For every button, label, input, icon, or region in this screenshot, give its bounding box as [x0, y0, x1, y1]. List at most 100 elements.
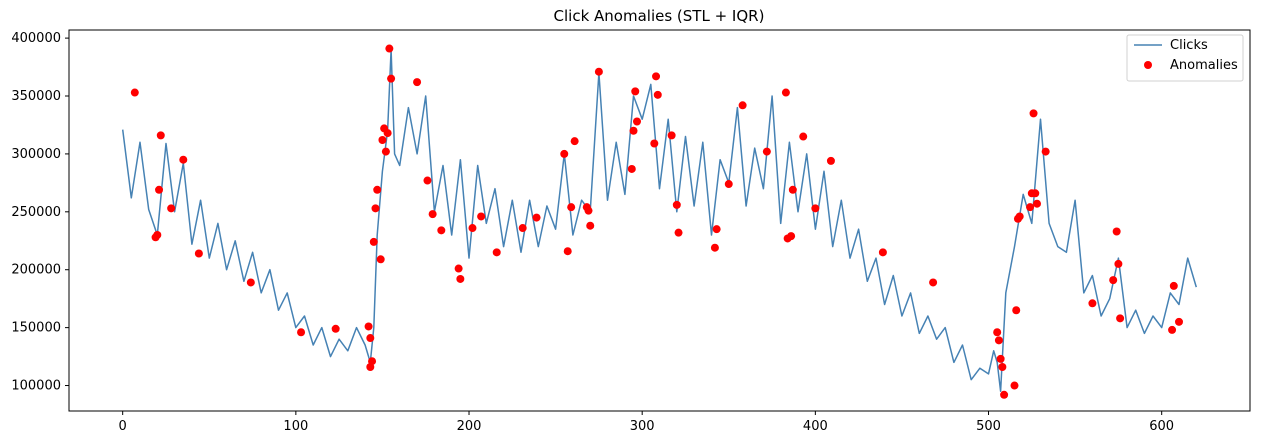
- y-tick-label: 200000: [11, 263, 61, 278]
- anomaly-point: [297, 328, 306, 337]
- anomaly-point: [994, 336, 1003, 345]
- legend-anomalies-swatch: [1144, 61, 1152, 69]
- y-tick-label: 150000: [11, 321, 61, 336]
- anomaly-point: [153, 230, 162, 239]
- x-tick-label: 200: [457, 419, 482, 434]
- anomaly-point: [594, 67, 603, 76]
- anomaly-point: [1031, 189, 1040, 198]
- clicks-series-line: [121, 48, 1198, 393]
- anomaly-point: [477, 212, 486, 221]
- y-tick-label: 300000: [11, 147, 61, 162]
- anomaly-point: [383, 129, 392, 138]
- anomaly-point: [563, 247, 572, 256]
- anomaly-point: [781, 88, 790, 97]
- anomaly-point: [179, 155, 188, 164]
- anomaly-point: [378, 136, 387, 145]
- anomaly-point: [1114, 259, 1123, 268]
- anomaly-point: [998, 362, 1007, 371]
- anomaly-point: [570, 137, 579, 146]
- anomaly-point: [567, 203, 576, 212]
- anomaly-point: [373, 185, 382, 194]
- y-tick-label: 350000: [11, 89, 61, 104]
- legend: Clicks Anomalies: [1126, 34, 1244, 82]
- anomaly-point: [1041, 147, 1050, 156]
- anomaly-points: [130, 44, 1184, 399]
- anomaly-point: [1168, 325, 1177, 334]
- y-tick-label: 250000: [11, 205, 61, 220]
- x-tick-label: 600: [1149, 419, 1174, 434]
- anomaly-point: [518, 224, 527, 233]
- y-tick-label: 100000: [11, 379, 61, 394]
- anomaly-point: [532, 213, 541, 222]
- anomaly-point: [667, 131, 676, 140]
- anomaly-point: [413, 78, 422, 87]
- anomaly-point: [629, 126, 638, 135]
- anomaly-point: [627, 164, 636, 173]
- x-tick-label: 100: [283, 419, 308, 434]
- anomaly-point: [799, 132, 808, 141]
- anomaly-point: [631, 87, 640, 96]
- anomaly-point: [738, 101, 747, 110]
- anomaly-point: [1088, 299, 1097, 308]
- anomaly-point: [1109, 276, 1118, 285]
- anomaly-point: [194, 249, 203, 258]
- anomaly-point: [560, 149, 569, 158]
- x-tick-label: 400: [803, 419, 828, 434]
- anomaly-point: [428, 210, 437, 219]
- anomaly-point: [672, 200, 681, 209]
- anomaly-point: [1012, 306, 1021, 315]
- y-tick-label: 400000: [11, 31, 61, 46]
- anomaly-point: [423, 176, 432, 185]
- anomaly-point: [1000, 390, 1009, 399]
- anomaly-point: [387, 74, 396, 83]
- anomaly-point: [762, 147, 771, 156]
- anomaly-point: [652, 72, 661, 81]
- anomaly-point: [788, 185, 797, 194]
- x-tick-label: 0: [119, 419, 127, 434]
- anomaly-point: [996, 354, 1005, 363]
- anomaly-point: [492, 248, 501, 257]
- anomaly-point: [586, 221, 595, 230]
- anomaly-point: [674, 228, 683, 237]
- x-tick-label: 500: [976, 419, 1001, 434]
- anomaly-point: [787, 232, 796, 241]
- anomaly-point: [724, 180, 733, 189]
- anomaly-point: [364, 322, 373, 331]
- anomaly-point: [381, 147, 390, 156]
- anomaly-point: [454, 264, 463, 273]
- x-tick-label: 300: [630, 419, 655, 434]
- anomaly-point: [929, 278, 938, 287]
- anomaly-point: [1010, 381, 1019, 390]
- x-axis: 0 100 200 300 400 500 600: [119, 411, 1174, 434]
- anomaly-point: [130, 88, 139, 97]
- anomaly-point: [712, 225, 721, 234]
- anomaly-point: [1015, 212, 1024, 221]
- anomaly-point: [155, 185, 164, 194]
- anomaly-point: [167, 204, 176, 213]
- anomaly-point: [650, 139, 659, 148]
- anomaly-point: [1112, 227, 1121, 236]
- anomaly-point: [376, 255, 385, 264]
- anomaly-point: [368, 357, 377, 366]
- anomaly-point: [878, 248, 887, 257]
- anomaly-point: [369, 237, 378, 246]
- chart-title: Click Anomalies (STL + IQR): [554, 7, 765, 25]
- anomaly-point: [331, 324, 340, 333]
- anomaly-point: [1029, 109, 1038, 118]
- anomaly-point: [437, 226, 446, 235]
- anomaly-point: [468, 224, 477, 233]
- anomaly-point: [1116, 314, 1125, 323]
- plot-frame: [68, 29, 1251, 412]
- anomaly-point: [826, 156, 835, 165]
- anomaly-point: [456, 274, 465, 283]
- anomaly-point: [1169, 281, 1178, 290]
- anomaly-point: [246, 278, 255, 287]
- y-axis: 100000 150000 200000 250000 300000 350000 4000…: [11, 31, 69, 394]
- anomaly-point: [1026, 203, 1035, 212]
- anomaly-point: [653, 90, 662, 99]
- anomaly-point: [1033, 199, 1042, 208]
- anomaly-point: [1175, 317, 1184, 326]
- anomaly-point: [632, 117, 641, 126]
- legend-clicks-label: Clicks: [1170, 38, 1208, 53]
